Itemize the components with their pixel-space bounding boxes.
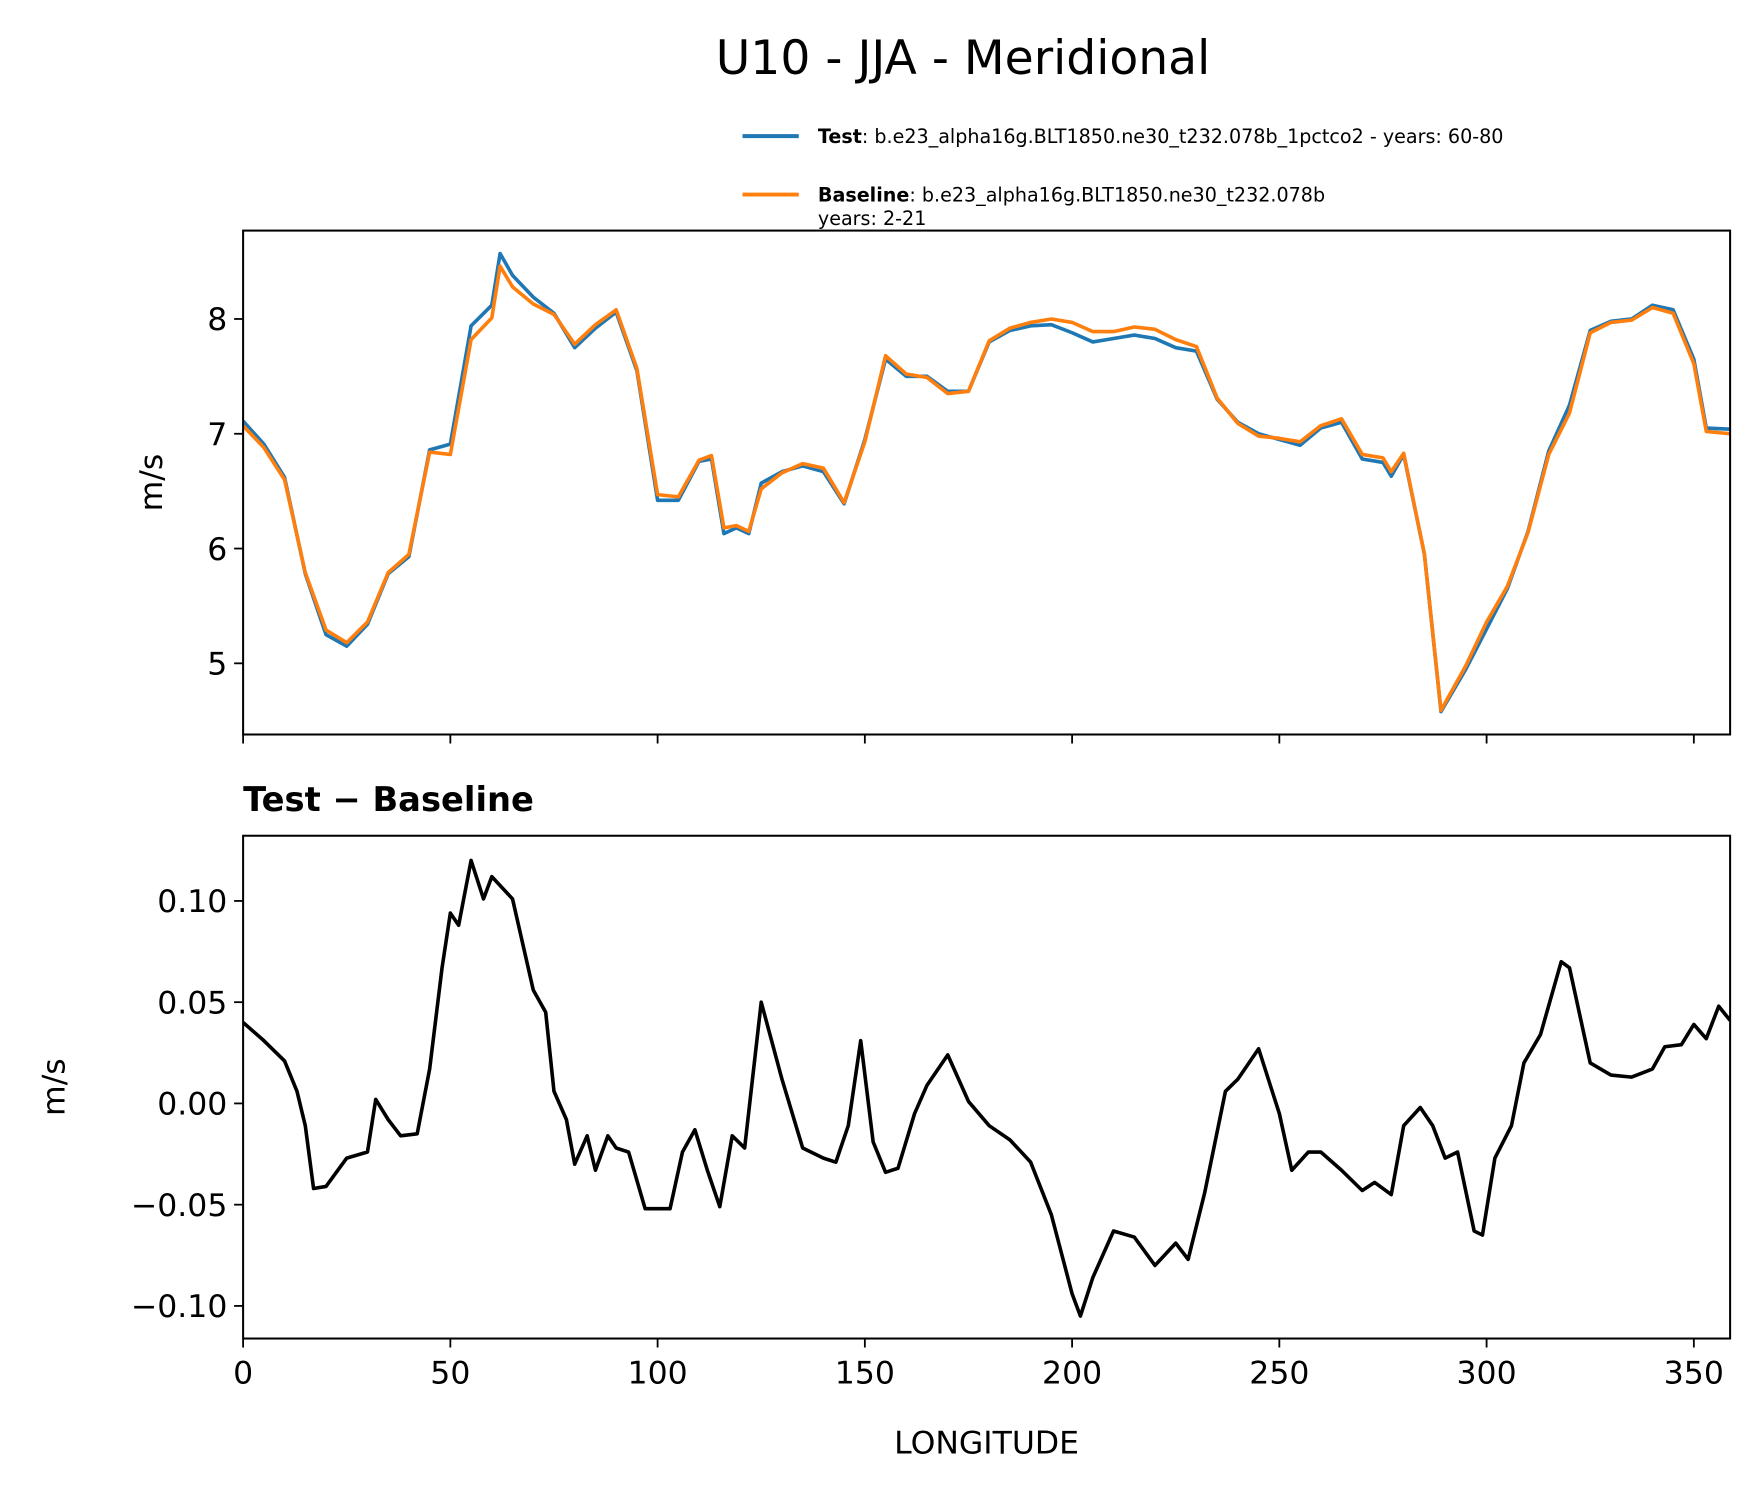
y-tick-label: −0.10 (131, 1289, 227, 1325)
legend-description: years: 2-21 (818, 207, 926, 230)
legend-description: : b.e23_alpha16g.BLT1850.ne30_t232.078b_… (862, 125, 1504, 148)
legend-text: years: 2-21 (818, 207, 926, 230)
x-tick-label: 300 (1457, 1356, 1517, 1392)
y-tick-label: 6 (207, 532, 227, 568)
y-tick-label: 0.10 (157, 884, 227, 920)
figure-title: U10 - JJA - Meridional (716, 31, 1211, 86)
axes-frame (242, 834, 1732, 1340)
legend-name: Baseline (818, 183, 909, 206)
y-tick-label: 5 (207, 647, 227, 683)
x-tick-label: 150 (835, 1356, 895, 1392)
legend-name: Test (818, 125, 862, 148)
x-axis-label: LONGITUDE (894, 1425, 1079, 1461)
x-tick-label: 100 (628, 1356, 688, 1392)
legend-description: : b.e23_alpha16g.BLT1850.ne30_t232.078b (909, 183, 1325, 206)
y-tick-label: 8 (207, 302, 227, 338)
panel-title: Test − Baseline (243, 780, 534, 819)
x-tick-label: 350 (1664, 1356, 1724, 1392)
x-tick-label: 50 (430, 1356, 470, 1392)
y-tick-label: 0.00 (157, 1087, 227, 1123)
y-axis-label: m/s (134, 454, 170, 512)
legend-text: Baseline: b.e23_alpha16g.BLT1850.ne30_t2… (818, 183, 1325, 206)
x-tick-label: 0 (233, 1356, 253, 1392)
axes-frame (242, 229, 1732, 736)
x-tick-label: 250 (1249, 1356, 1309, 1392)
y-tick-label: 0.05 (157, 985, 227, 1021)
y-tick-label: −0.05 (131, 1188, 227, 1224)
legend-text: Test: b.e23_alpha16g.BLT1850.ne30_t232.0… (818, 125, 1504, 148)
data-line (243, 858, 1731, 1318)
y-tick-label: 7 (207, 417, 227, 453)
y-axis-label: m/s (36, 1058, 72, 1116)
x-tick-label: 200 (1042, 1356, 1102, 1392)
data-line (243, 264, 1731, 713)
